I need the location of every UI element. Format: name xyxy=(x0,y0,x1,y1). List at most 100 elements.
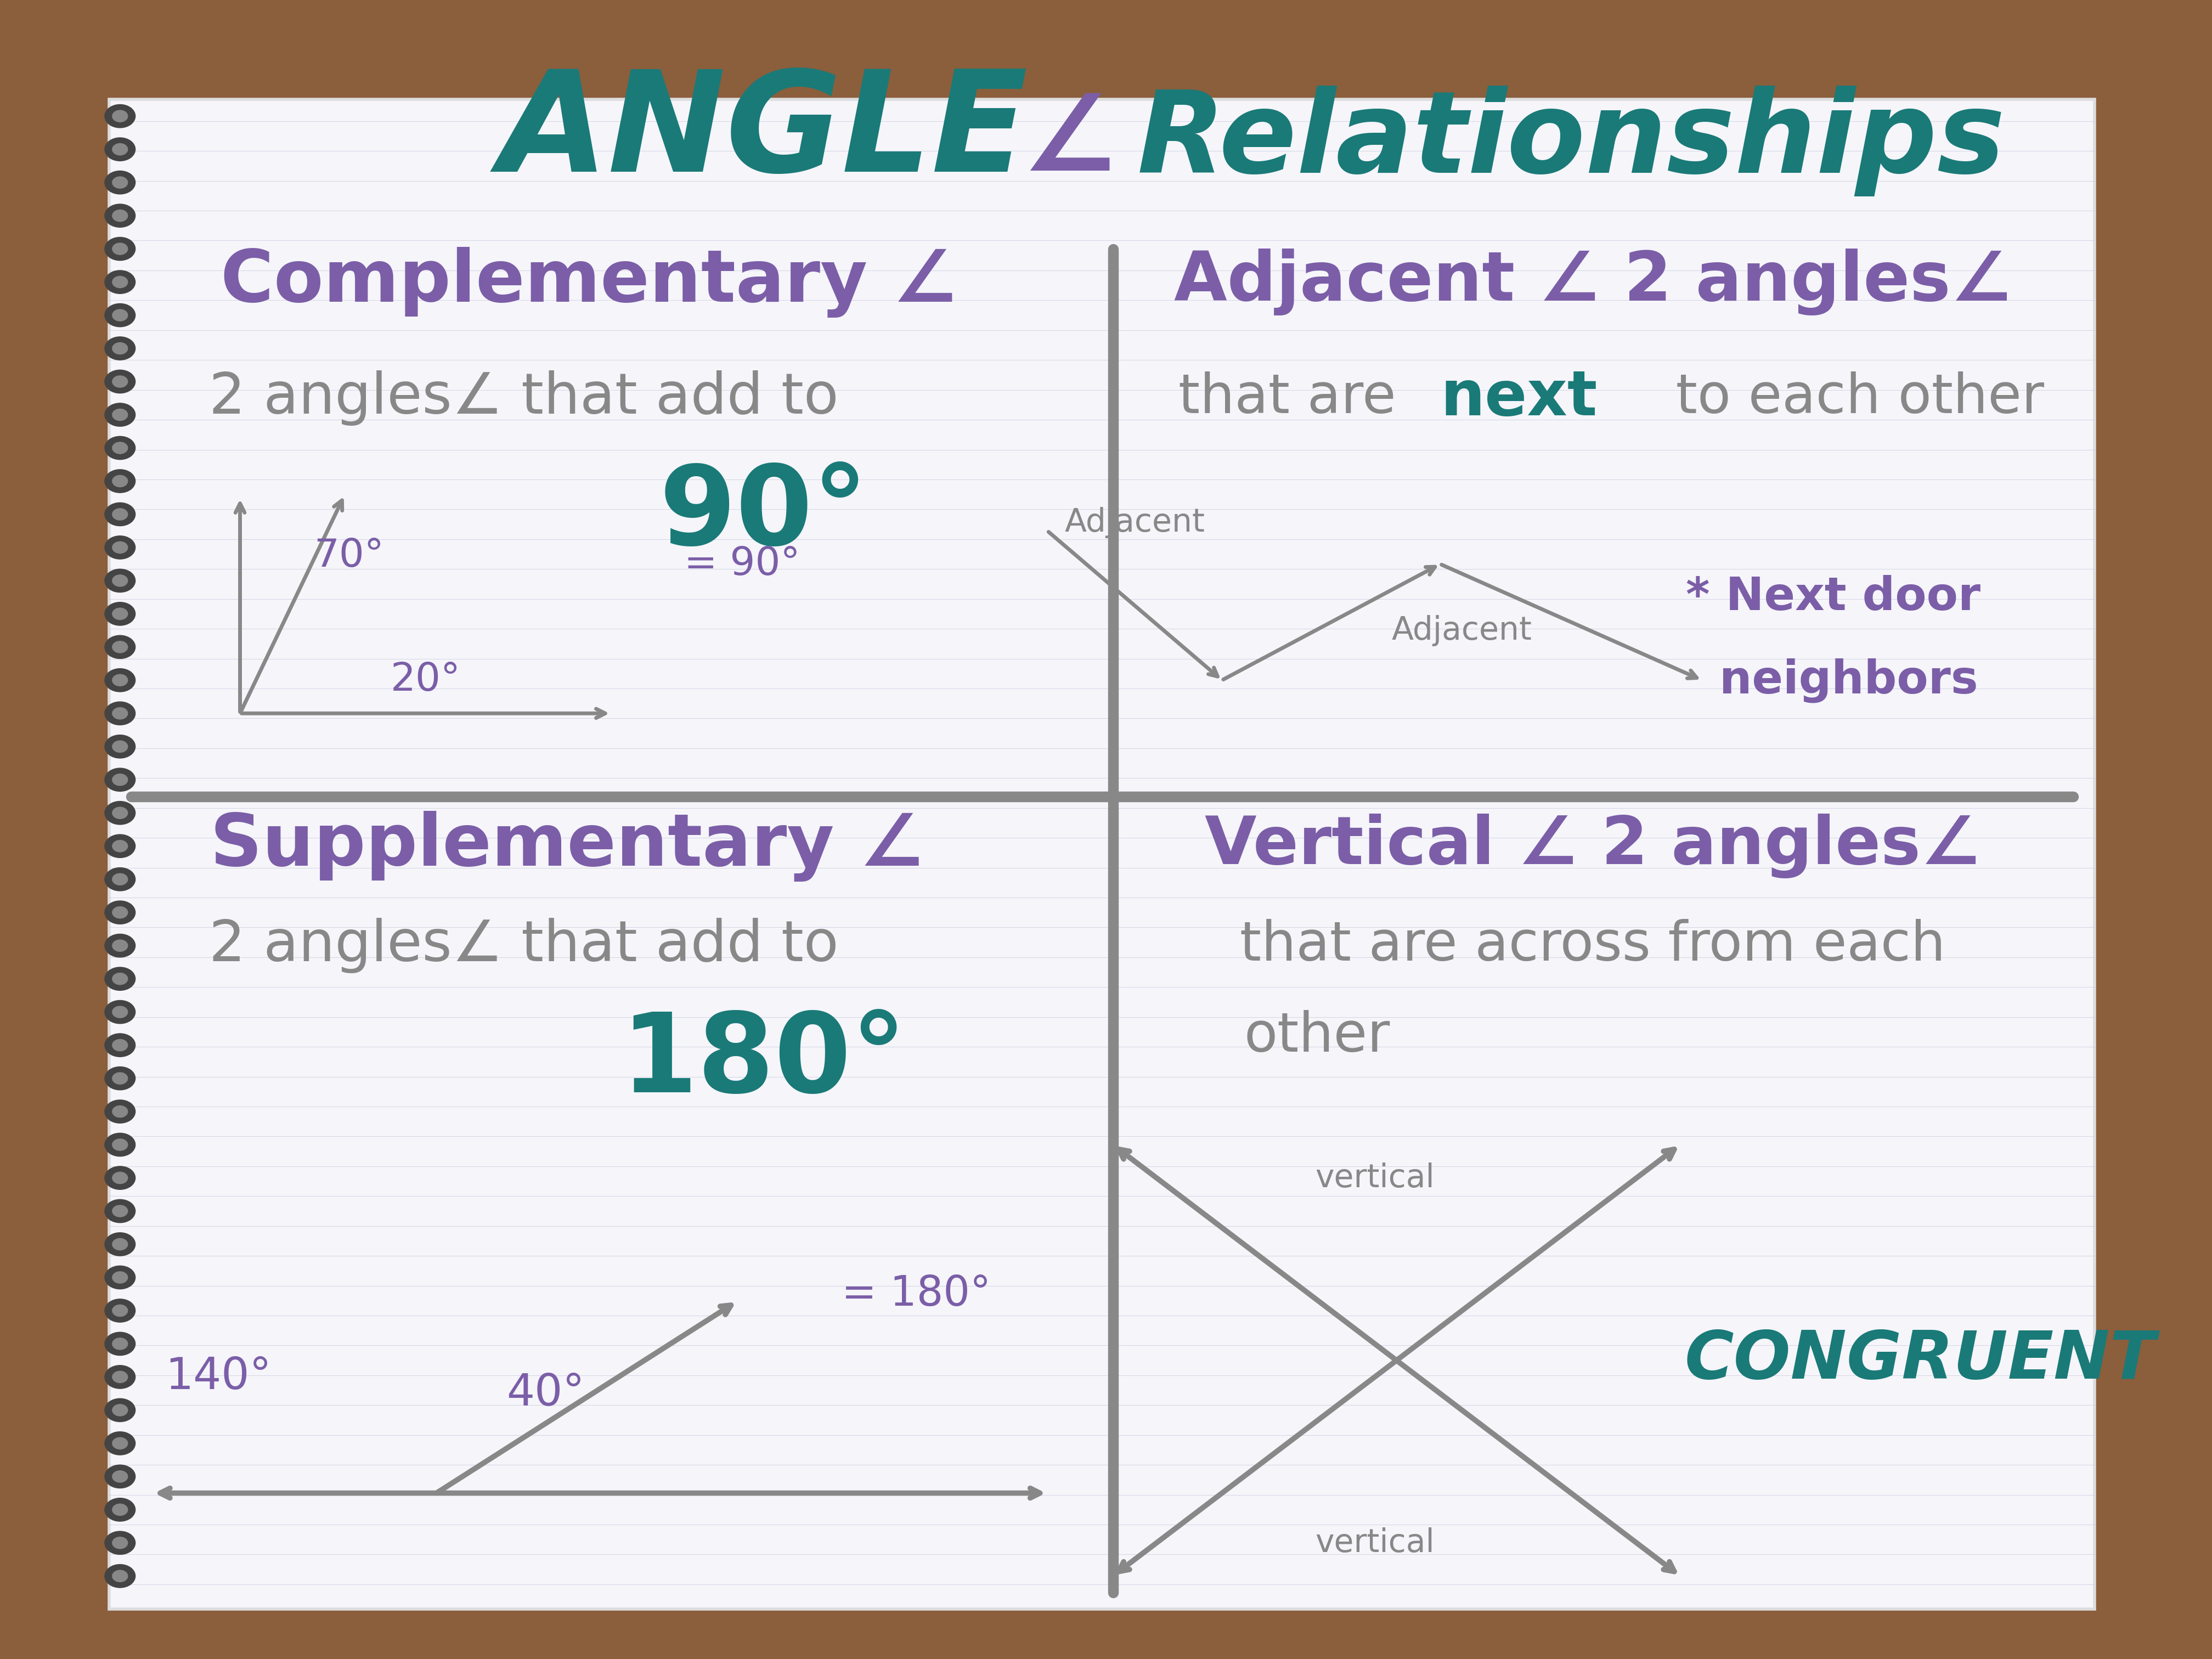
Circle shape xyxy=(104,1266,135,1289)
Circle shape xyxy=(113,375,128,387)
Circle shape xyxy=(113,1204,128,1218)
Circle shape xyxy=(113,211,128,221)
Text: Adjacent: Adjacent xyxy=(1064,508,1206,538)
Text: to each other: to each other xyxy=(1659,372,2044,425)
Circle shape xyxy=(113,310,128,322)
Circle shape xyxy=(104,602,135,625)
Circle shape xyxy=(104,1299,135,1322)
Circle shape xyxy=(104,669,135,692)
Circle shape xyxy=(113,1039,128,1052)
Circle shape xyxy=(104,1000,135,1024)
Circle shape xyxy=(113,839,128,853)
Circle shape xyxy=(104,967,135,990)
Text: next: next xyxy=(1440,368,1597,428)
Circle shape xyxy=(104,337,135,360)
Text: * Next door: * Next door xyxy=(1686,576,1980,619)
Circle shape xyxy=(104,503,135,526)
Circle shape xyxy=(104,901,135,924)
Text: Relationships: Relationships xyxy=(1137,86,2006,196)
Text: neighbors: neighbors xyxy=(1688,659,1978,702)
Circle shape xyxy=(113,1271,128,1284)
Circle shape xyxy=(113,244,128,254)
Circle shape xyxy=(113,674,128,687)
Circle shape xyxy=(113,1138,128,1151)
Circle shape xyxy=(113,1107,128,1118)
Circle shape xyxy=(104,1465,135,1488)
Circle shape xyxy=(113,1304,128,1317)
Circle shape xyxy=(113,1569,128,1583)
Text: 40°: 40° xyxy=(507,1372,584,1415)
Circle shape xyxy=(113,1171,128,1185)
Circle shape xyxy=(113,1470,128,1483)
Circle shape xyxy=(104,536,135,559)
Text: = 180°: = 180° xyxy=(843,1274,991,1314)
Circle shape xyxy=(104,370,135,393)
Circle shape xyxy=(113,476,128,488)
Text: 2 angles∠ that add to: 2 angles∠ that add to xyxy=(208,917,838,974)
Circle shape xyxy=(104,1564,135,1588)
Text: vertical: vertical xyxy=(1314,1528,1433,1558)
Circle shape xyxy=(113,277,128,289)
Circle shape xyxy=(104,138,135,161)
Circle shape xyxy=(104,1166,135,1190)
Text: that are across from each: that are across from each xyxy=(1241,919,1947,972)
Circle shape xyxy=(113,773,128,786)
Circle shape xyxy=(113,541,128,554)
Circle shape xyxy=(113,144,128,154)
Circle shape xyxy=(104,304,135,327)
Circle shape xyxy=(113,109,128,121)
Text: 90°: 90° xyxy=(659,461,867,567)
Circle shape xyxy=(104,1365,135,1389)
Circle shape xyxy=(113,607,128,620)
Circle shape xyxy=(113,574,128,587)
Circle shape xyxy=(113,1072,128,1085)
Circle shape xyxy=(113,906,128,919)
Circle shape xyxy=(104,1133,135,1156)
Circle shape xyxy=(104,204,135,227)
Circle shape xyxy=(113,1370,128,1384)
Text: 20°: 20° xyxy=(389,662,460,698)
Circle shape xyxy=(104,1233,135,1256)
Circle shape xyxy=(113,443,128,453)
Text: ANGLE: ANGLE xyxy=(500,65,1029,201)
Circle shape xyxy=(104,105,135,128)
Circle shape xyxy=(113,1005,128,1017)
Circle shape xyxy=(104,834,135,858)
Text: 180°: 180° xyxy=(622,1009,907,1115)
Circle shape xyxy=(113,972,128,984)
Circle shape xyxy=(104,1067,135,1090)
Circle shape xyxy=(113,707,128,720)
FancyBboxPatch shape xyxy=(108,100,2095,1609)
Circle shape xyxy=(104,702,135,725)
Text: 70°: 70° xyxy=(314,538,385,574)
Circle shape xyxy=(104,1034,135,1057)
Circle shape xyxy=(104,1531,135,1554)
Circle shape xyxy=(104,436,135,460)
Circle shape xyxy=(113,1404,128,1417)
Circle shape xyxy=(104,1399,135,1422)
Text: Complementary ∠: Complementary ∠ xyxy=(221,247,958,317)
Text: Vertical ∠ 2 angles∠: Vertical ∠ 2 angles∠ xyxy=(1206,813,1982,879)
Circle shape xyxy=(113,640,128,654)
Text: Adjacent: Adjacent xyxy=(1391,615,1533,645)
Circle shape xyxy=(104,237,135,260)
Circle shape xyxy=(104,1498,135,1521)
Circle shape xyxy=(104,569,135,592)
Circle shape xyxy=(104,934,135,957)
Circle shape xyxy=(113,808,128,820)
Circle shape xyxy=(113,410,128,420)
Text: 140°: 140° xyxy=(166,1355,272,1399)
Text: ∠: ∠ xyxy=(1022,90,1117,192)
Circle shape xyxy=(113,1337,128,1350)
Circle shape xyxy=(113,1437,128,1450)
Circle shape xyxy=(113,509,128,521)
Text: that are: that are xyxy=(1179,372,1413,425)
Text: Supplementary ∠: Supplementary ∠ xyxy=(210,811,925,881)
Circle shape xyxy=(113,939,128,952)
Circle shape xyxy=(113,1503,128,1516)
Circle shape xyxy=(104,635,135,659)
Circle shape xyxy=(104,801,135,825)
Circle shape xyxy=(104,270,135,294)
Circle shape xyxy=(104,1100,135,1123)
Circle shape xyxy=(113,178,128,187)
